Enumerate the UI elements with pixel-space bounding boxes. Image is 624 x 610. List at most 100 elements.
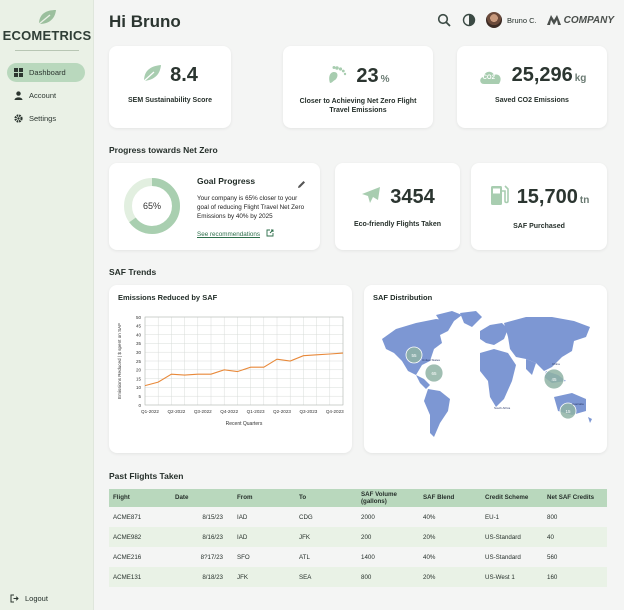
map-cluster-marker[interactable] bbox=[424, 363, 444, 383]
y-tick-label: 20 bbox=[136, 368, 142, 373]
table-row[interactable]: ACME871 8/15/23 IAD CDG 2000 40% EU-1 800 bbox=[109, 507, 607, 527]
table-header-row: Flight Date From To SAF Volume (gallons)… bbox=[109, 489, 607, 507]
table-cell: 8/16/23 bbox=[171, 527, 233, 547]
section-title-trends: SAF Trends bbox=[109, 267, 157, 277]
x-tick-label: Q2-2022 bbox=[167, 409, 185, 414]
goal-donut-chart bbox=[124, 178, 180, 234]
x-axis-label: Recent Quarters bbox=[226, 421, 263, 427]
x-tick-label: Q3-2023 bbox=[299, 409, 317, 414]
search-icon[interactable] bbox=[436, 12, 452, 28]
column-header[interactable]: SAF Blend bbox=[419, 489, 481, 507]
column-header[interactable]: Credit Scheme bbox=[481, 489, 543, 507]
y-tick-label: 40 bbox=[136, 332, 142, 337]
kpi-unit: % bbox=[380, 74, 390, 85]
map-cluster-label: 45 bbox=[551, 377, 557, 382]
sidebar: ECOMETRICS Dashboard Account Settings Lo… bbox=[0, 0, 94, 610]
table-cell: 40% bbox=[423, 513, 436, 521]
table-row[interactable]: ACME216 8?17/23 SFO ATL 1400 40% US-Standard 56… bbox=[109, 547, 607, 567]
table-cell: 8/15/23 bbox=[202, 513, 223, 521]
x-tick-label: Q1-2022 bbox=[141, 409, 159, 414]
y-tick-label: 15 bbox=[136, 376, 142, 381]
section-title-progress: Progress towards Net Zero bbox=[109, 145, 218, 155]
kpi-label: SAF Purchased bbox=[513, 223, 565, 230]
table-row[interactable]: ACME982 8/16/23 IAD JFK 200 20% US-Standard 40 bbox=[109, 527, 607, 547]
y-tick-label: 0 bbox=[138, 403, 141, 408]
user-menu[interactable]: Bruno C. bbox=[486, 12, 537, 28]
goal-description: Your company is 65% closer to your goal … bbox=[197, 195, 305, 221]
column-header[interactable]: SAF Volume (gallons) bbox=[357, 489, 419, 507]
company-mark-icon bbox=[546, 15, 561, 25]
sidebar-item-settings[interactable]: Settings bbox=[7, 109, 85, 128]
table-cell: US-West 1 bbox=[481, 567, 543, 587]
table-cell: 800 bbox=[357, 567, 419, 587]
table-cell: ACME982 bbox=[109, 527, 171, 547]
map-cluster-label: 15 bbox=[565, 409, 571, 414]
saf-distribution-card: SAF Distribution 55 65 45 15 United Stat bbox=[364, 285, 607, 453]
table-cell: ATL bbox=[299, 553, 310, 561]
table-cell: 20% bbox=[419, 567, 481, 587]
world-map: 55 65 45 15 United States South Africa Austral… bbox=[382, 311, 592, 437]
map-country-label: United States bbox=[422, 358, 441, 362]
y-tick-label: 45 bbox=[136, 324, 142, 329]
map-country-label: Australia bbox=[572, 402, 584, 406]
column-header[interactable]: Net SAF Credits bbox=[543, 489, 607, 507]
header-actions: Bruno C. COMPANY bbox=[436, 12, 614, 28]
table-cell: IAD bbox=[233, 527, 295, 547]
map-country-label: South Africa bbox=[494, 406, 511, 410]
edit-icon[interactable] bbox=[297, 176, 306, 194]
map-country-label: China bbox=[552, 362, 560, 366]
map-cluster-marker[interactable] bbox=[559, 402, 577, 420]
company-logo: COMPANY bbox=[546, 14, 614, 26]
external-link-icon bbox=[266, 229, 274, 239]
see-recommendations-label: See recommendations bbox=[197, 230, 261, 238]
map-cluster-label: 65 bbox=[431, 371, 437, 376]
goal-percent: 65% bbox=[142, 201, 161, 211]
logout-icon bbox=[10, 594, 19, 603]
table-row[interactable]: ACME131 8/18/23 JFK SEA 800 20% US-West 1 160 bbox=[109, 567, 607, 587]
kpi-value: 3454 bbox=[390, 186, 435, 208]
sidebar-item-label: Dashboard bbox=[29, 68, 66, 77]
map-cluster-marker[interactable] bbox=[405, 346, 423, 364]
user-name: Bruno C. bbox=[507, 15, 537, 25]
table-cell: 20% bbox=[419, 527, 481, 547]
theme-toggle-icon[interactable] bbox=[461, 12, 477, 28]
page-title: Hi Bruno bbox=[109, 12, 181, 31]
airplane-icon bbox=[360, 185, 382, 210]
map-cluster-marker[interactable] bbox=[543, 368, 565, 390]
company-name: COMPANY bbox=[563, 14, 614, 26]
sidebar-item-account[interactable]: Account bbox=[7, 86, 85, 105]
column-header[interactable]: Flight bbox=[109, 489, 171, 507]
column-header[interactable]: To bbox=[295, 489, 357, 507]
table-cell: IAD bbox=[237, 513, 248, 521]
kpi-card-net-zero: 23% Closer to Achieving Net Zero Flight … bbox=[283, 46, 433, 128]
kpi-value: 23 bbox=[356, 65, 379, 87]
kpi-value: 15,700 bbox=[516, 186, 578, 208]
y-tick-label: 50 bbox=[136, 315, 142, 320]
kpi-value: 25,296 bbox=[511, 64, 573, 86]
table-cell: 40% bbox=[423, 553, 436, 561]
table-cell: JFK bbox=[295, 527, 357, 547]
plot-frame bbox=[144, 316, 344, 406]
logout-button[interactable]: Logout bbox=[10, 594, 48, 603]
table-cell: 1400 bbox=[361, 553, 375, 561]
column-header[interactable]: Date bbox=[171, 489, 233, 507]
table-cell: US-Standard bbox=[481, 527, 543, 547]
see-recommendations-link[interactable]: See recommendations bbox=[197, 229, 274, 239]
gear-icon bbox=[13, 114, 23, 124]
leaf-logo-icon bbox=[38, 10, 56, 25]
series-line bbox=[144, 352, 344, 387]
sidebar-item-dashboard[interactable]: Dashboard bbox=[7, 63, 85, 82]
avatar bbox=[486, 12, 503, 28]
dashboard-icon bbox=[13, 68, 23, 78]
column-header[interactable]: From bbox=[233, 489, 295, 507]
table-cell: SEA bbox=[295, 567, 357, 587]
table-cell: 160 bbox=[543, 567, 607, 587]
y-tick-label: 35 bbox=[136, 341, 142, 346]
kpi-value: 8.4 bbox=[170, 64, 198, 86]
table-cell: 2000 bbox=[361, 513, 375, 521]
goal-progress-card: 65% Goal Progress Your company is 65% cl… bbox=[109, 163, 320, 250]
brand-name: ECOMETRICS bbox=[2, 28, 92, 43]
kpi-label: Eco-friendly Flights Taken bbox=[354, 221, 441, 228]
table-cell: ACME871 bbox=[113, 513, 142, 521]
y-tick-label: 5 bbox=[138, 394, 141, 399]
